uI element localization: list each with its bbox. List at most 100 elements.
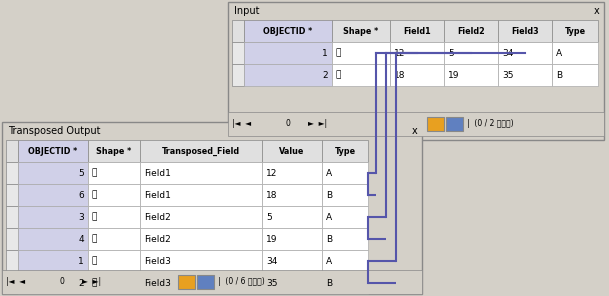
Bar [262,228,322,250]
Bar [18,206,88,228]
Bar [262,162,322,184]
Text: B: B [556,70,562,80]
Bar [2,122,422,294]
Text: 点: 点 [91,257,96,266]
Bar [322,162,368,184]
Text: Field2: Field2 [457,27,485,36]
Bar [332,20,390,42]
Text: Field1: Field1 [144,168,171,178]
Bar [444,42,498,64]
Bar [332,64,390,86]
Bar [197,275,214,289]
Bar [140,184,262,206]
Text: |◄  ◄: |◄ ◄ [232,120,251,128]
Text: Input: Input [234,6,259,16]
Bar [6,250,18,272]
Bar [262,250,322,272]
Bar [498,64,552,86]
Text: 5: 5 [266,213,272,221]
Bar [88,140,140,162]
Bar [262,272,322,294]
Text: 点: 点 [335,70,340,80]
Text: 5: 5 [78,168,84,178]
Text: |  (0 / 2 已选择): | (0 / 2 已选择) [467,120,514,128]
Text: 35: 35 [266,279,278,287]
Bar [444,64,498,86]
Bar [18,250,88,272]
Text: 点: 点 [335,49,340,57]
Text: A: A [556,49,562,57]
Bar [262,206,322,228]
Bar [498,20,552,42]
Bar [18,272,88,294]
Bar [6,206,18,228]
Bar [552,42,598,64]
Bar [140,228,262,250]
Text: 0: 0 [60,278,65,287]
Bar [244,42,332,64]
Bar [88,206,140,228]
Bar [18,162,88,184]
Text: 1: 1 [78,257,84,266]
Text: 12: 12 [394,49,406,57]
Text: 35: 35 [502,70,513,80]
Bar [322,140,368,162]
Bar [390,64,444,86]
Text: 19: 19 [448,70,460,80]
Bar [244,64,332,86]
Bar [446,117,463,131]
Bar [140,272,262,294]
Text: 点: 点 [91,191,96,200]
Text: Type: Type [565,27,586,36]
Text: |  (0 / 6 已选择): | (0 / 6 已选择) [219,278,265,287]
Text: 12: 12 [266,168,277,178]
Bar [228,112,604,136]
Text: 5: 5 [448,49,454,57]
Text: A: A [326,168,332,178]
Text: 点: 点 [91,279,96,287]
Bar [6,140,18,162]
Bar [88,162,140,184]
Bar [390,20,444,42]
Text: B: B [326,234,332,244]
Bar [428,117,445,131]
Text: Shape *: Shape * [96,147,132,155]
Text: 3: 3 [78,213,84,221]
Text: 2: 2 [79,279,84,287]
Bar [244,20,332,42]
Text: 4: 4 [79,234,84,244]
Bar [6,228,18,250]
Text: |◄  ◄: |◄ ◄ [6,278,25,287]
Text: Field3: Field3 [511,27,539,36]
Text: Shape *: Shape * [343,27,379,36]
Bar [88,250,140,272]
Bar [140,250,262,272]
Text: Field3: Field3 [144,279,171,287]
Text: 19: 19 [266,234,278,244]
Text: Field2: Field2 [144,234,171,244]
Text: 6: 6 [78,191,84,200]
Bar [2,270,422,294]
Text: 18: 18 [394,70,406,80]
Text: Type: Type [334,147,356,155]
Bar [390,42,444,64]
Bar [262,140,322,162]
Text: 0: 0 [286,120,290,128]
Bar [332,42,390,64]
Bar [444,20,498,42]
Bar [140,162,262,184]
Text: Field1: Field1 [144,191,171,200]
Text: 18: 18 [266,191,278,200]
Bar [232,64,244,86]
Bar [552,64,598,86]
Text: x: x [411,126,417,136]
Text: B: B [326,191,332,200]
Bar [140,206,262,228]
Bar [140,140,262,162]
Text: 34: 34 [266,257,277,266]
Bar [322,184,368,206]
Bar [322,206,368,228]
Bar [88,228,140,250]
Bar [322,228,368,250]
Bar [498,42,552,64]
